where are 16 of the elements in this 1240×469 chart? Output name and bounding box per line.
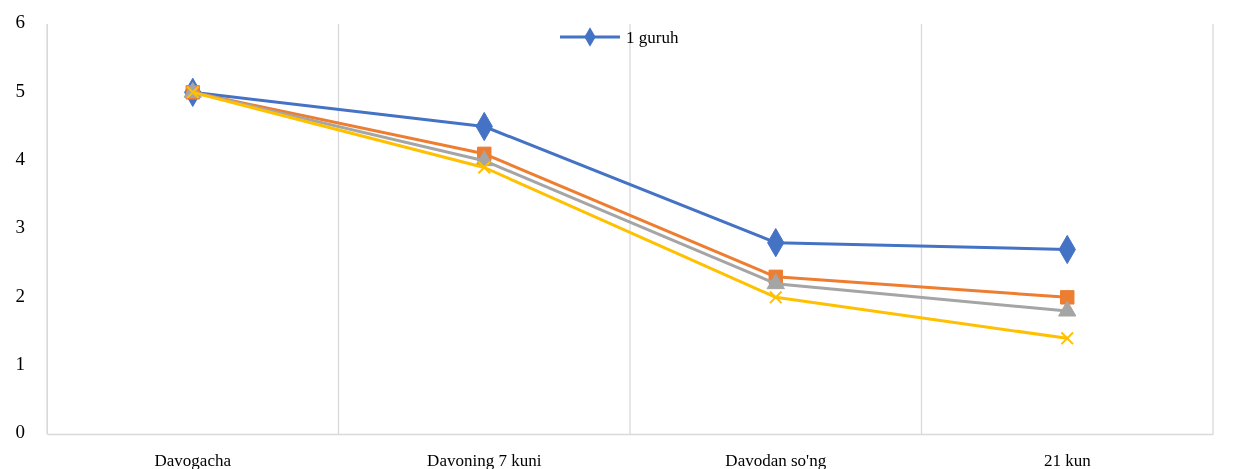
y-tick-label: 6: [15, 11, 25, 33]
point: [477, 160, 492, 175]
x-tick-label: 21 kun: [1043, 451, 1092, 469]
y-tick-label: 1: [15, 352, 25, 374]
y-tick-label: 3: [15, 216, 25, 238]
x-tick-label: Davodan so'ng: [725, 451, 827, 469]
y-tick-label: 4: [15, 147, 26, 169]
point: [1060, 290, 1075, 305]
point: [768, 290, 783, 305]
y-tick-label: 0: [15, 421, 25, 443]
y-tick-label: 5: [15, 79, 25, 101]
y-tick-label: 2: [15, 284, 25, 306]
point: [1060, 331, 1075, 346]
legend-label: 1 guruh: [626, 27, 679, 47]
x-tick-label: Davoning 7 kuni: [427, 451, 542, 469]
x-tick-label: Davogacha: [154, 451, 232, 469]
